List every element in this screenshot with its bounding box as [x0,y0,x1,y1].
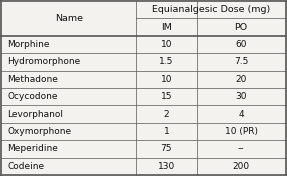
Text: Morphine: Morphine [7,40,50,49]
Text: Equianalgesic Dose (mg): Equianalgesic Dose (mg) [152,5,270,14]
Text: 4: 4 [238,110,244,119]
Text: Ocycodone: Ocycodone [7,92,58,101]
Text: 200: 200 [232,162,250,171]
Text: 30: 30 [235,92,247,101]
Text: 10: 10 [161,40,172,49]
Text: 130: 130 [158,162,175,171]
Text: 2: 2 [164,110,169,119]
Text: 7.5: 7.5 [234,57,248,66]
Text: 15: 15 [161,92,172,101]
Text: 20: 20 [235,75,247,84]
Text: Hydromorphone: Hydromorphone [7,57,80,66]
Text: 1: 1 [164,127,169,136]
Text: 1.5: 1.5 [159,57,174,66]
Text: 10 (PR): 10 (PR) [225,127,257,136]
Text: IM: IM [161,23,172,32]
Text: 75: 75 [161,144,172,153]
Text: PO: PO [234,23,248,32]
Text: Oxymorphone: Oxymorphone [7,127,71,136]
Text: Name: Name [55,14,83,23]
Text: Codeine: Codeine [7,162,44,171]
Text: Levorphanol: Levorphanol [7,110,63,119]
Text: --: -- [238,144,244,153]
Text: 10: 10 [161,75,172,84]
Text: Methadone: Methadone [7,75,58,84]
Text: Meperidine: Meperidine [7,144,58,153]
Text: 60: 60 [235,40,247,49]
